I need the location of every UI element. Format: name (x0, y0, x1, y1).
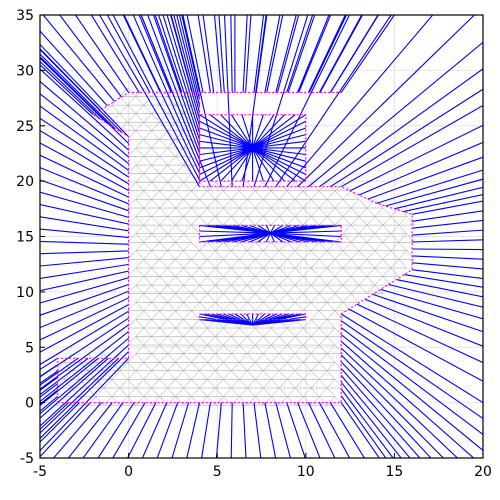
y-tick-label: -5 (20, 451, 34, 467)
y-tick-label: 15 (16, 230, 34, 246)
x-tick-label: 10 (297, 464, 315, 480)
mesh-triangles (55, 87, 416, 406)
y-tick-label: 5 (25, 340, 34, 356)
y-tick-label: 10 (16, 285, 34, 301)
x-tick-label: 15 (385, 464, 403, 480)
x-tick-label: 5 (213, 464, 222, 480)
upper-fan (199, 114, 307, 182)
middle-slot-boundary (198, 224, 342, 243)
y-tick-label: 20 (16, 174, 34, 190)
y-tick-label: 25 (16, 119, 34, 135)
y-axis: -5 0 5 10 15 20 25 30 35 (16, 8, 45, 467)
x-tick-label: -5 (33, 464, 47, 480)
y-tick-label: 35 (16, 8, 34, 24)
y-tick-label: 30 (16, 63, 34, 79)
outer-boundary (57, 91, 413, 404)
x-axis: -5 0 5 10 15 20 (33, 453, 492, 480)
triangle-mesh (55, 87, 416, 406)
x-tick-label: 0 (124, 464, 133, 480)
x-tick-label: 20 (474, 464, 492, 480)
lower-slot-boundary (198, 313, 307, 321)
y-tick-label: 0 (25, 396, 34, 412)
upper-rectangle-boundary (198, 114, 307, 182)
boundary-edges (57, 91, 413, 404)
middle-fan (199, 224, 342, 243)
